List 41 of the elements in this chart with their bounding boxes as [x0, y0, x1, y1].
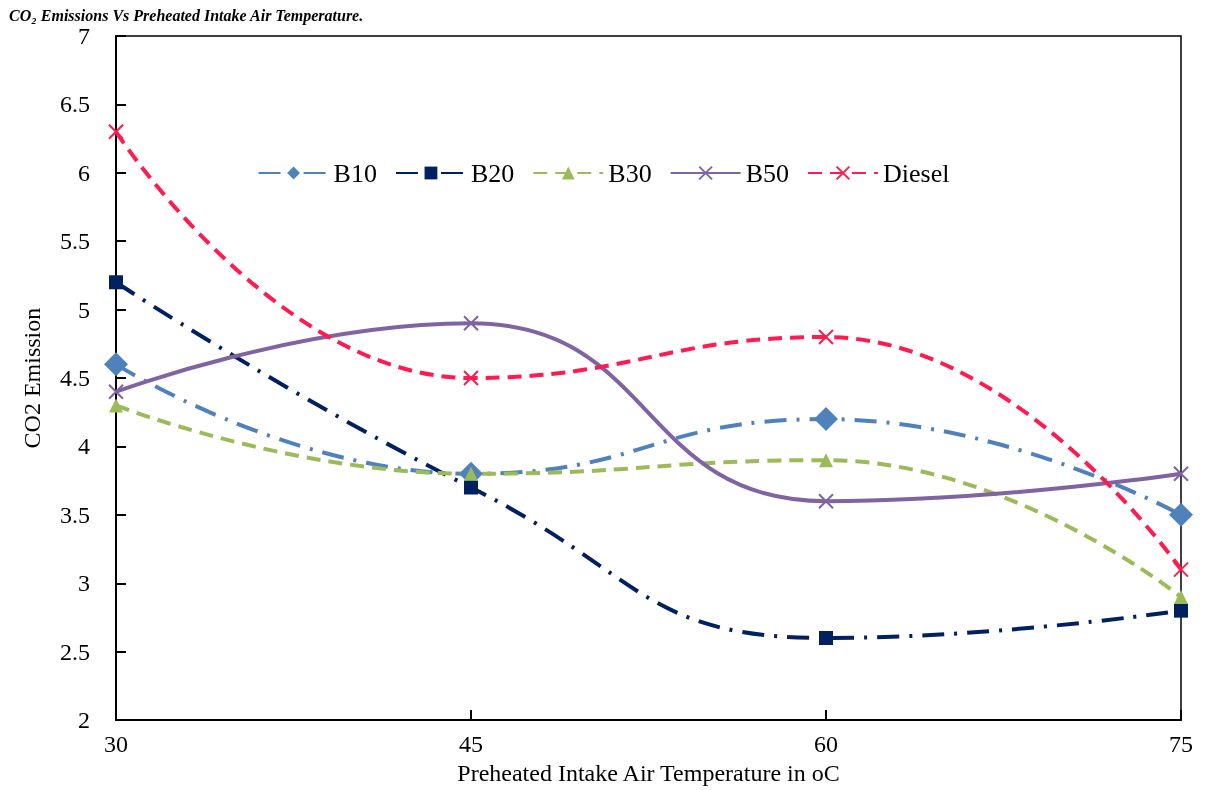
legend-label: B10 [333, 158, 377, 188]
point [1173, 465, 1189, 482]
legend-label: Diesel [882, 158, 950, 188]
y-tick-label: 2.5 [60, 638, 90, 665]
point [814, 407, 838, 432]
legend-label: B20 [470, 158, 515, 188]
point [464, 480, 478, 495]
point [1173, 561, 1189, 578]
x-axis-title: Preheated Intake Air Temperature in oC [457, 760, 840, 786]
x-tick-label: 75 [1169, 731, 1193, 758]
y-tick-label: 4.5 [60, 365, 90, 392]
point [818, 493, 834, 510]
x-tick-label: 60 [814, 731, 838, 758]
point [109, 275, 123, 290]
y-tick-label: 3 [78, 570, 90, 597]
point [108, 123, 124, 140]
point [463, 315, 479, 332]
y-tick-label: 3.5 [60, 501, 90, 528]
point [1169, 502, 1193, 527]
y-tick-label: 2 [78, 707, 90, 734]
chart-title: CO₂ Emissions Vs Preheated Intake Air Temperature. [9, 6, 364, 25]
point [463, 370, 479, 387]
y-tick-label: 5 [78, 296, 90, 323]
y-tick-label: 5.5 [60, 228, 90, 255]
point [819, 453, 833, 468]
y-tick-label: 6 [78, 159, 90, 186]
y-tick-label: 6.5 [60, 91, 90, 118]
point [819, 631, 833, 646]
x-tick-label: 45 [459, 731, 483, 758]
point [109, 398, 123, 413]
point [1174, 603, 1188, 618]
y-axis-title: CO2 Emission [19, 307, 45, 449]
point [1174, 589, 1188, 604]
point [818, 329, 834, 345]
point [108, 383, 124, 400]
y-tick-label: 4 [78, 433, 90, 460]
legend-label: B50 [745, 158, 789, 188]
y-tick-label: 7 [78, 23, 90, 49]
point [104, 352, 128, 377]
legend-label: B30 [608, 158, 652, 188]
x-tick-label: 30 [104, 731, 128, 758]
